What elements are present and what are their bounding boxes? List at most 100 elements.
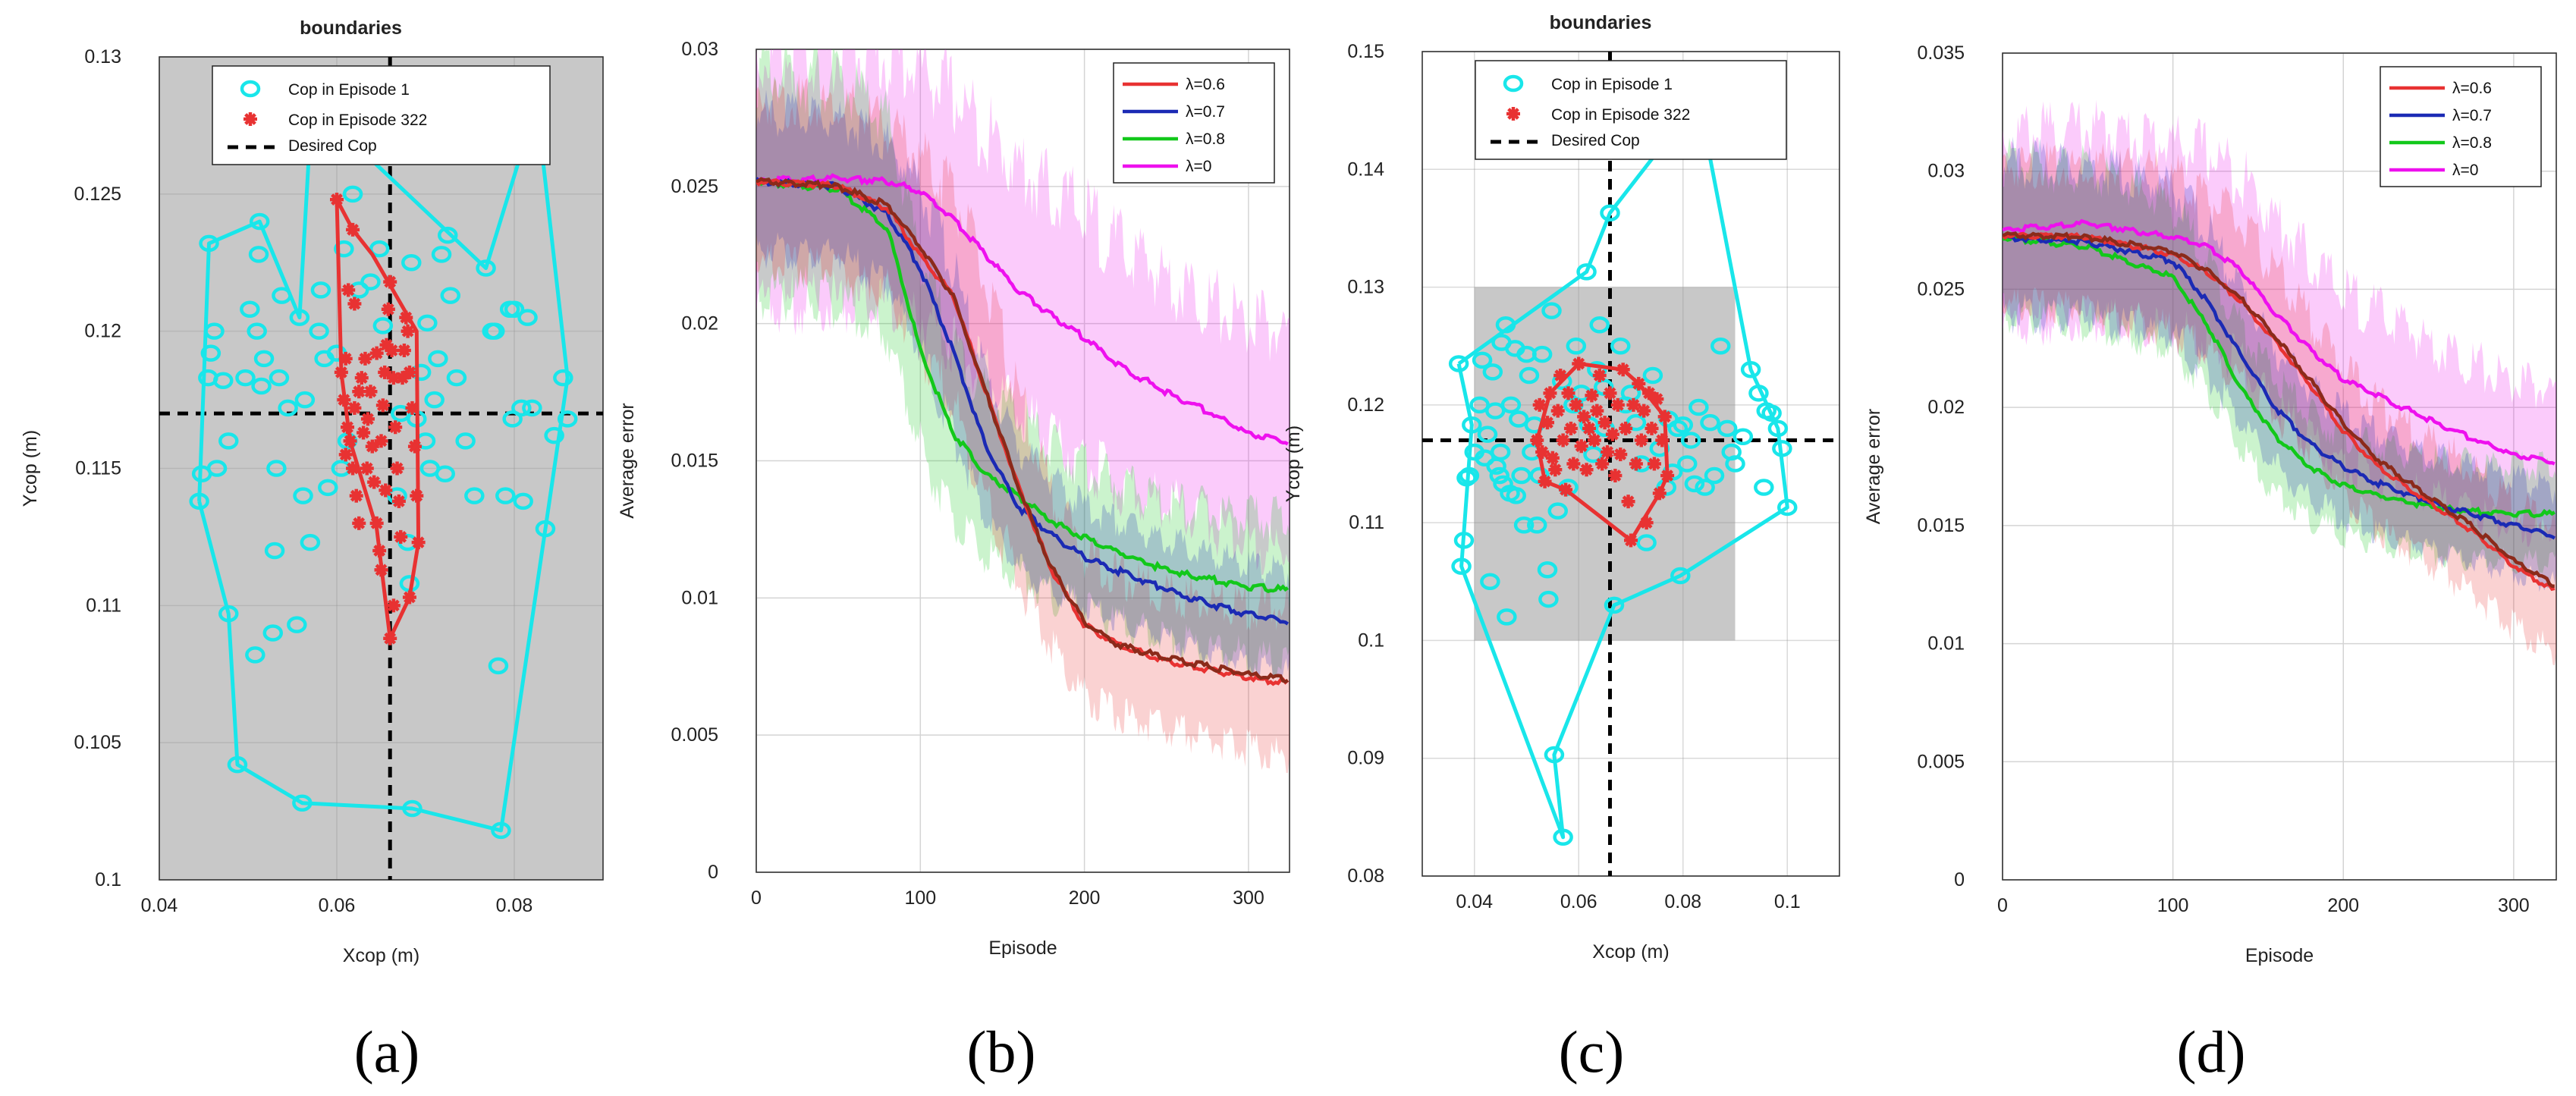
star-stroke xyxy=(1569,398,1582,411)
y-tick-label: 0.015 xyxy=(671,451,718,472)
ep1-point xyxy=(1519,366,1540,385)
x-tick-label: 0 xyxy=(751,887,762,909)
star-stroke xyxy=(1578,410,1591,423)
chart-d: 0 100 200 300 0 0.005 0.01 0.015 0.02 0.025 0.03 0.… xyxy=(1863,42,2557,966)
star-stroke xyxy=(401,325,414,338)
ep1-point xyxy=(293,487,313,504)
panel-label-b: (b) xyxy=(967,1019,1036,1085)
star-stroke xyxy=(1614,448,1627,460)
chart-b: 0 100 200 300 0 0.005 0.01 0.015 0.02 0.025 0.03 Ep… xyxy=(617,39,1290,959)
ep1-point xyxy=(1576,263,1597,281)
ep322-point xyxy=(1545,451,1560,465)
ep322-point xyxy=(407,439,422,454)
x-tick-label: 0.04 xyxy=(141,895,178,916)
star-stroke xyxy=(339,352,352,365)
ep1-point xyxy=(1482,363,1503,381)
ep322-point xyxy=(1538,474,1552,488)
ep1-point xyxy=(218,432,239,450)
ep322-point xyxy=(391,494,406,508)
star-stroke xyxy=(348,402,361,414)
star-stroke xyxy=(379,366,391,378)
ep322-point xyxy=(411,535,426,550)
ep322-point xyxy=(330,193,344,207)
x-tick-label: 200 xyxy=(2327,895,2359,916)
star-stroke xyxy=(1596,457,1609,470)
ep1-point xyxy=(1689,398,1709,416)
ep1-point xyxy=(199,234,219,253)
ep1-hull xyxy=(197,102,570,833)
plot-frame xyxy=(756,49,1290,873)
y-tick-label: 0.09 xyxy=(1347,748,1384,769)
ep322-point xyxy=(386,371,401,385)
ep322-point xyxy=(378,365,392,379)
legend-label: λ=0.7 xyxy=(2452,107,2492,124)
star-stroke xyxy=(348,297,361,310)
ep322-point xyxy=(1577,410,1591,424)
ep322-point xyxy=(375,398,390,413)
ep322-point xyxy=(402,590,416,605)
ep322-point xyxy=(388,420,403,435)
ep1-point xyxy=(342,185,363,203)
star-stroke xyxy=(1575,440,1588,453)
ep1-point xyxy=(424,391,445,409)
star-stroke xyxy=(1625,534,1637,547)
star-stroke xyxy=(347,462,359,475)
ep322-point xyxy=(374,434,388,448)
panel-label-d: (d) xyxy=(2177,1019,2246,1085)
ep1-point xyxy=(1537,561,1558,579)
star-stroke xyxy=(1567,457,1580,470)
ep322-point xyxy=(1556,433,1570,448)
legend-label: Cop in Episode 1 xyxy=(288,81,410,99)
star-stroke xyxy=(384,275,397,288)
plot-frame xyxy=(1422,51,1840,877)
ep1-point xyxy=(272,287,292,304)
ep1-point xyxy=(1725,455,1745,473)
ep322-point xyxy=(1605,427,1619,441)
ep322-point xyxy=(346,222,360,237)
ep322-point xyxy=(1532,397,1547,412)
ep1-point xyxy=(264,542,285,560)
ep322-point xyxy=(358,351,372,366)
star-stroke xyxy=(1640,517,1653,529)
star-stroke xyxy=(366,440,379,453)
ep1-point xyxy=(253,350,275,368)
star-stroke xyxy=(400,311,413,324)
ep1-point xyxy=(1673,416,1693,434)
ep322-point xyxy=(1645,421,1659,435)
ep1-point xyxy=(513,492,533,510)
ep1-point xyxy=(1456,469,1477,487)
ep322-point xyxy=(363,385,378,399)
star-stroke xyxy=(370,347,383,360)
ep1-point xyxy=(369,240,390,258)
chart-title: boundaries xyxy=(1550,12,1652,33)
star-stroke xyxy=(350,489,363,502)
ep1-point xyxy=(212,372,234,390)
star-stroke xyxy=(1616,363,1629,376)
ep1-point xyxy=(1610,337,1631,355)
y-axis-label: Average error xyxy=(1863,409,1884,524)
ep322-point xyxy=(410,488,424,503)
ep1-point xyxy=(1544,746,1565,764)
ep322-point xyxy=(341,420,355,435)
ep322-point xyxy=(1624,533,1638,548)
legend-label: λ=0.8 xyxy=(1186,130,1225,148)
ep322-point xyxy=(1592,369,1607,383)
band-red xyxy=(2003,140,2556,666)
ep1-point xyxy=(1469,396,1490,414)
star-stroke xyxy=(1609,469,1622,482)
x-tick-label: 0.1 xyxy=(1774,891,1801,912)
star-stroke xyxy=(1619,422,1632,435)
ep322-point xyxy=(346,461,360,476)
y-tick-label: 0.13 xyxy=(84,46,121,68)
ep322-point xyxy=(352,516,366,530)
ep322-point xyxy=(341,283,356,297)
x-tick-label: 100 xyxy=(2157,895,2189,916)
y-tick-label: 0 xyxy=(1954,869,1965,890)
ep1-point xyxy=(557,410,578,428)
ep1-point xyxy=(440,287,461,304)
star-stroke xyxy=(355,372,368,385)
ep322-point xyxy=(1650,392,1664,407)
star-stroke xyxy=(387,599,400,612)
legend-label: Cop in Episode 322 xyxy=(288,111,427,129)
ep1-point xyxy=(266,460,287,477)
